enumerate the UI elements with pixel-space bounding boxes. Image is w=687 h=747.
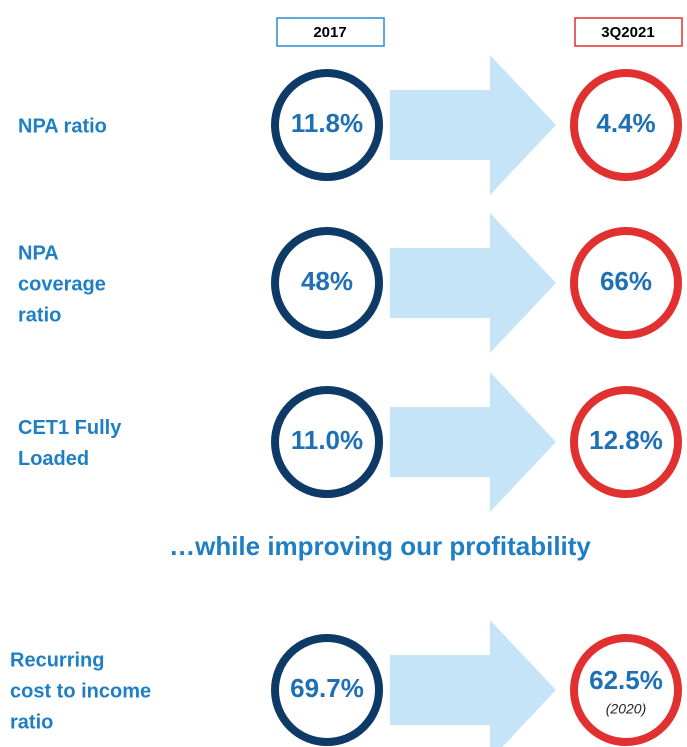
circle-to: [570, 386, 682, 498]
circle-to: [570, 69, 682, 181]
row-label: NPA: [18, 242, 59, 264]
row-label: ratio: [18, 304, 61, 326]
circle-from: [271, 634, 383, 746]
arrow: [390, 372, 556, 512]
row-label: Loaded: [18, 448, 89, 470]
row-label: ratio: [10, 711, 53, 733]
arrow: [390, 213, 556, 353]
header-from: 2017: [313, 24, 346, 41]
value-to: 12.8%: [589, 425, 663, 455]
header-to: 3Q2021: [601, 24, 654, 41]
note: (2020): [606, 701, 646, 717]
arrow: [390, 620, 556, 747]
value-from: 69.7%: [290, 673, 364, 703]
circle-to: [570, 634, 682, 746]
header-box: [574, 17, 683, 47]
circle-from: [271, 227, 383, 339]
row-label: Recurring: [10, 649, 104, 671]
arrow: [390, 55, 556, 195]
value-to: 66%: [600, 266, 652, 296]
value-from: 11.0%: [291, 425, 363, 455]
value-to: 62.5%: [589, 665, 663, 695]
row-label: coverage: [18, 273, 106, 295]
value-from: 48%: [301, 266, 353, 296]
circle-from: [271, 69, 383, 181]
value-from: 11.8%: [291, 108, 363, 138]
row-label: cost to income: [10, 680, 151, 702]
circle-to: [570, 227, 682, 339]
row-label: NPA ratio: [18, 115, 107, 137]
row-label: CET1 Fully: [18, 417, 122, 439]
circle-from: [271, 386, 383, 498]
header-box: [276, 17, 385, 47]
value-to: 4.4%: [596, 108, 655, 138]
subtitle: …while improving our profitability: [169, 531, 591, 561]
